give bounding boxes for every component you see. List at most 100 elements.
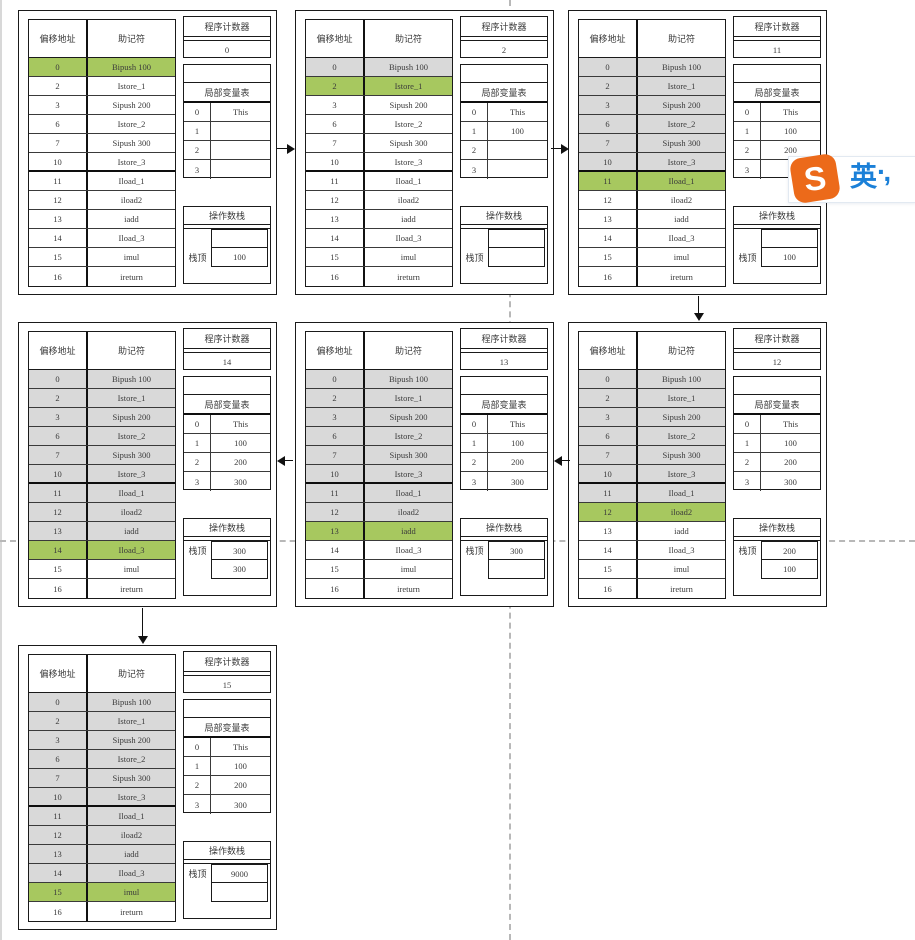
local-variable-top-strip (184, 65, 270, 83)
program-counter-value: 0 (224, 44, 230, 55)
local-variable-row: 2 (184, 141, 270, 160)
local-variable-row: 3 (184, 160, 270, 179)
arrow-line (560, 460, 570, 461)
local-variable-rows: 0 This 1 100 2 200 3 300 (734, 415, 820, 491)
local-variable-top-strip (184, 377, 270, 395)
operand-stack-row: 栈顶 100 (184, 247, 270, 267)
offset-cell: 10 (306, 465, 365, 482)
offset-cell: 10 (29, 153, 88, 170)
offset-cell: 10 (579, 465, 638, 482)
offset-cell: 3 (29, 408, 88, 426)
offset-cell: 6 (579, 427, 638, 445)
operand-stack-rows: 栈顶 300 300 (184, 541, 270, 579)
offset-cell: 13 (579, 522, 638, 540)
operand-stack-title: 操作数栈 (461, 207, 547, 225)
program-counter-title: 程序计数器 (734, 329, 820, 349)
mnemonic-cell: Bipush 100 (389, 374, 428, 384)
bytecode-rows: 0 Bipush 100 2 Istore_1 3 Sipush 200 6 I… (29, 693, 175, 921)
arrowhead-down-icon (138, 636, 148, 644)
mnemonic-cell: Istore_3 (667, 468, 696, 479)
operand-stack-row: 栈顶 300 (184, 541, 270, 560)
offset-cell: 12 (579, 503, 638, 521)
operand-stack-box: 操作数栈 栈顶 300 300 (183, 518, 271, 596)
mnemonic-cell: Sipush 300 (389, 450, 428, 460)
offset-cell: 2 (29, 712, 88, 730)
mnemonic-cell: imul (123, 252, 140, 262)
bytecode-row: 7 Sipush 300 (579, 446, 725, 465)
offset-cell: 3 (29, 731, 88, 749)
local-slot-index: 2 (734, 453, 761, 471)
stack-top-label: 栈顶 (738, 253, 757, 263)
local-variable-row: 1 (184, 122, 270, 141)
stack-top-label: 栈顶 (188, 546, 207, 556)
flow-arrow-down-step3-step4 (693, 296, 704, 321)
bytecode-row: 14 Iload_3 (306, 229, 452, 248)
mnemonic-cell: ireturn (120, 906, 143, 917)
operand-stack-box: 操作数栈 栈顶 9000 (183, 841, 271, 919)
mnemonic-cell: Sipush 300 (112, 450, 151, 460)
local-slot-value: 300 (234, 799, 247, 810)
local-variable-table: 局部变量表 0 This 1 100 2 200 3 300 (183, 376, 271, 491)
mnemonic-cell: Istore_3 (117, 468, 146, 479)
bytecode-row: 12 iload2 (29, 191, 175, 210)
mnemonic-cell: Iload_1 (395, 488, 422, 498)
local-variable-row: 0 This (184, 103, 270, 122)
mnemonic-cell: iload2 (397, 195, 420, 205)
mnemonic-cell: Istore_1 (117, 716, 146, 726)
mnemonic-cell: Sipush 300 (662, 450, 701, 460)
bytecode-row: 0 Bipush 100 (579, 370, 725, 389)
arrowhead-down-icon (694, 313, 704, 321)
double-rule (734, 37, 820, 41)
bytecode-row: 6 Istore_2 (579, 115, 725, 134)
mnemonic-cell: iadd (124, 214, 139, 224)
bytecode-row: 15 imul (29, 248, 175, 267)
local-slot-index: 2 (184, 453, 211, 471)
bytecode-row: 0 Bipush 100 (306, 370, 452, 389)
local-variable-row: 2 200 (461, 453, 547, 472)
bytecode-table: 偏移地址 助记符 0 Bipush 100 2 Istore_1 3 Sipus… (578, 19, 726, 287)
local-slot-index: 3 (184, 472, 211, 491)
mnemonic-cell: Bipush 100 (112, 697, 151, 707)
mnemonic-column-header: 助记符 (117, 346, 145, 356)
offset-cell: 7 (306, 446, 365, 464)
local-variable-rows: 0 This 1 100 2 3 (461, 103, 547, 179)
local-slot-index: 0 (734, 103, 761, 121)
operand-stack-rows: 栈顶 (461, 229, 547, 267)
mnemonic-cell: Istore_1 (394, 393, 423, 403)
bytecode-row: 3 Sipush 200 (29, 731, 175, 750)
operand-stack-box: 操作数栈 栈顶 300 (460, 518, 548, 596)
program-counter-box: 程序计数器 14 (183, 328, 271, 370)
arrow-line (277, 148, 289, 149)
local-variable-rows: 0 This 1 100 2 200 3 300 (184, 738, 270, 814)
program-counter-box: 程序计数器 13 (460, 328, 548, 370)
local-slot-value: 200 (511, 457, 524, 467)
program-counter-title: 程序计数器 (461, 17, 547, 37)
offset-cell: 16 (29, 267, 88, 286)
stack-top-label (184, 560, 211, 579)
bytecode-rows: 0 Bipush 100 2 Istore_1 3 Sipush 200 6 I… (579, 58, 725, 286)
program-counter-value: 15 (222, 679, 232, 690)
offset-cell: 16 (29, 902, 88, 921)
mnemonic-column-header: 助记符 (667, 34, 695, 44)
offset-cell: 0 (29, 58, 88, 76)
local-slot-value: 200 (784, 457, 797, 467)
offset-column-header: 偏移地址 (29, 655, 88, 692)
offset-cell: 2 (29, 77, 88, 95)
local-variable-title: 局部变量表 (184, 83, 270, 103)
stack-slot-value: 300 (488, 541, 545, 560)
offset-cell: 11 (579, 484, 638, 502)
mnemonic-cell: imul (673, 564, 690, 574)
offset-cell: 14 (579, 541, 638, 559)
offset-cell: 12 (306, 503, 365, 521)
mnemonic-cell: Istore_2 (117, 119, 146, 129)
local-slot-value: This (232, 107, 249, 117)
local-slot-value: 200 (784, 145, 797, 155)
bytecode-row: 16 ireturn (306, 579, 452, 598)
double-rule (184, 37, 270, 41)
mnemonic-cell: Bipush 100 (389, 62, 428, 72)
mnemonic-cell: iadd (401, 526, 416, 536)
offset-cell: 0 (306, 370, 365, 388)
offset-cell: 11 (306, 484, 365, 502)
offset-cell: 16 (579, 267, 638, 286)
local-variable-row: 0 This (461, 103, 547, 122)
